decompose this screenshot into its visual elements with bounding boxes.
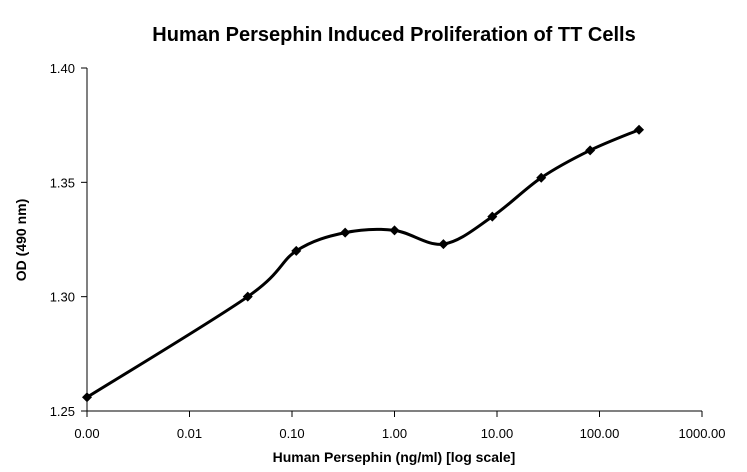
axes [86, 68, 702, 412]
x-tick-label: 1000.00 [679, 426, 726, 441]
series-markers [82, 124, 645, 403]
x-axis-ticks: 0.00 0.01 0.10 1.00 10.00 100.00 1000.00 [74, 411, 726, 441]
series-line [85, 128, 641, 399]
chart-title: Human Persephin Induced Proliferation of… [152, 24, 635, 46]
y-tick-label: 1.35 [50, 175, 75, 190]
x-tick-label: 10.00 [481, 426, 514, 441]
y-axis-ticks: 1.25 1.30 1.35 1.40 [50, 61, 87, 419]
y-tick-label: 1.25 [50, 404, 75, 419]
data-point-marker [389, 225, 400, 236]
x-tick-label: 100.00 [580, 426, 620, 441]
data-point-marker [340, 227, 351, 238]
x-axis-title: Human Persephin (ng/ml) [log scale] [273, 449, 516, 465]
data-point-marker [242, 291, 253, 302]
x-tick-label: 1.00 [382, 426, 407, 441]
x-tick-label: 0.01 [177, 426, 202, 441]
x-tick-label: 0.00 [74, 426, 99, 441]
y-tick-label: 1.30 [50, 290, 75, 305]
data-point-marker [438, 239, 449, 250]
data-point-marker [536, 172, 547, 183]
x-tick-label: 0.10 [279, 426, 304, 441]
data-point-marker [585, 145, 596, 156]
y-axis-title: OD (490 nm) [13, 199, 29, 281]
data-point-marker [634, 124, 645, 135]
data-point-marker [82, 392, 92, 403]
data-point-marker [487, 211, 498, 222]
data-point-marker [291, 245, 302, 256]
y-tick-label: 1.40 [50, 61, 75, 76]
